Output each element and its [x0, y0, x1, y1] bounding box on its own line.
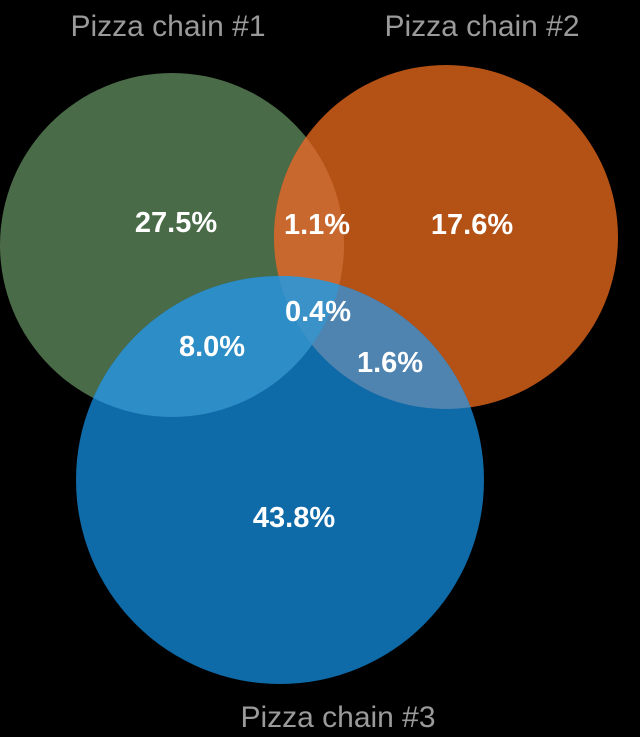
- region-value-chain-1-2: 1.1%: [284, 209, 350, 241]
- region-value-chain-1-2-3: 0.4%: [285, 296, 351, 328]
- set-label-chain-3: Pizza chain #3: [240, 701, 435, 734]
- region-value-chain-2-only: 17.6%: [431, 209, 513, 241]
- region-value-chain-3-only: 43.8%: [253, 502, 335, 534]
- set-label-chain-2: Pizza chain #2: [384, 10, 579, 43]
- region-value-chain-1-3: 8.0%: [179, 331, 245, 363]
- overlap-region-1-3: [76, 276, 344, 417]
- region-value-chain-1-only: 27.5%: [135, 207, 217, 239]
- overlap-region-2-3: [274, 276, 484, 409]
- region-value-chain-2-3: 1.6%: [357, 347, 423, 379]
- set-label-chain-1: Pizza chain #1: [70, 10, 265, 43]
